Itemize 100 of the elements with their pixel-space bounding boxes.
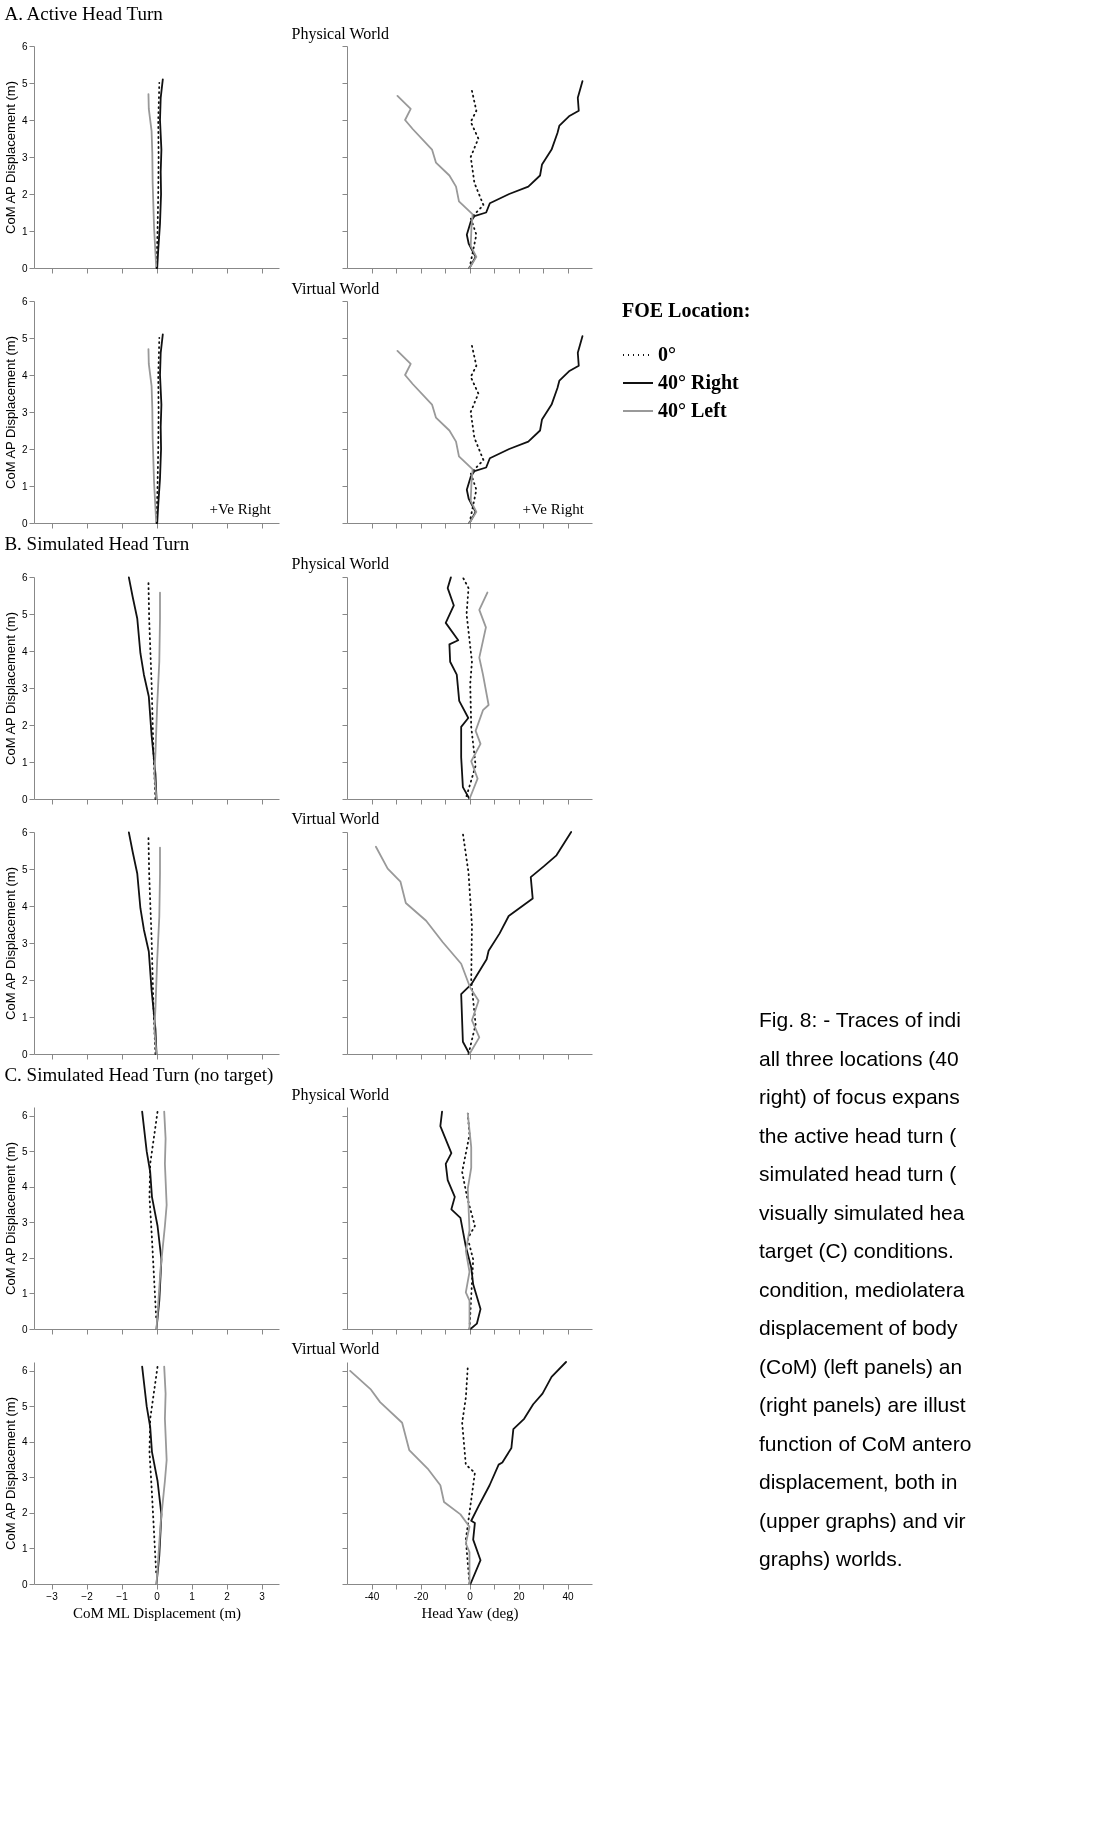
line-series [147,93,158,268]
y-axis-title: CoM AP Displacement (m) [2,1142,18,1295]
text: visually simulated hea [759,1200,965,1224]
y-tick-label: 4 [21,645,28,657]
x-tick-label: −1 [116,1590,129,1602]
x-axis-title: CoM ML Displacement (m) [72,1604,242,1622]
text: function of CoM antero [759,1431,972,1455]
y-tick-label: 4 [21,114,28,126]
chart-title: C. Simulated Head Turn (no target) [4,1064,274,1086]
y-axis-title: CoM AP Displacement (m) [2,336,18,489]
y-tick-label: 5 [21,77,28,89]
y-tick-label: 2 [21,1252,28,1264]
chart-title: Physical World [291,24,390,43]
y-axis-title: CoM AP Displacement (m) [2,867,18,1020]
y-tick-label: 2 [21,443,28,455]
line-series [147,348,158,523]
y-tick-label: 1 [21,480,28,492]
text: displacement of body [759,1316,958,1339]
line-series [141,1365,163,1585]
line-series [153,591,161,800]
text: displacement, both in [759,1470,958,1493]
x-tick-label: −3 [46,1590,59,1602]
x-tick-label: -40 [364,1590,380,1602]
line-series [155,1365,168,1585]
y-tick-label: 6 [21,40,28,52]
line-series [153,846,161,1055]
y-tick-label: 6 [21,571,28,583]
text: target (C) conditions. [759,1239,954,1262]
y-tick-label: 0 [21,793,28,805]
y-tick-label: 0 [21,1048,28,1060]
y-axis-title: CoM AP Displacement (m) [2,1397,18,1550]
x-tick-label: −2 [81,1590,94,1602]
y-tick-label: 6 [21,295,28,307]
x-tick-label: 40 [562,1590,574,1602]
y-tick-label: 1 [21,756,28,768]
line-series [141,1110,163,1330]
annotation: +Ve Right [209,501,272,517]
y-tick-label: 5 [21,1145,28,1157]
caption: Fig. 8: - Traces of indi [759,1008,961,1031]
y-axis-title: CoM AP Displacement (m) [2,81,18,234]
y-tick-label: 0 [21,1323,28,1335]
text: simulated head turn ( [759,1162,957,1185]
y-tick-label: 3 [21,937,28,949]
y-tick-label: 4 [21,369,28,381]
y-tick-label: 3 [21,682,28,694]
chart-title: Virtual World [291,279,380,297]
x-tick-label: 0 [467,1590,474,1602]
legend-label: 0° [658,343,676,365]
y-tick-label: 0 [21,262,28,274]
x-tick-label: -20 [413,1590,429,1602]
y-tick-label: 0 [21,517,28,529]
chart-title: Physical World [291,1086,390,1104]
y-tick-label: 5 [21,608,28,620]
y-tick-label: 1 [21,1542,28,1554]
y-tick-label: 3 [21,406,28,418]
x-tick-label: 20 [513,1590,525,1602]
y-tick-label: 3 [21,1216,28,1228]
y-tick-label: 1 [21,1011,28,1023]
legend-label: 40° Left [658,399,727,421]
legend-label: 40° Right [658,371,740,394]
y-tick-label: 3 [21,151,28,163]
y-tick-label: 4 [21,900,28,912]
text: (upper graphs) and vir [759,1508,966,1532]
text: graphs) worlds. [759,1547,903,1570]
x-axis-title: Head Yaw (deg) [421,1604,519,1622]
chart-title: Virtual World [291,1340,380,1358]
annotation: +Ve Right [522,501,585,517]
y-tick-label: 6 [21,826,28,838]
y-tick-label: 1 [21,225,28,237]
y-tick-label: 5 [21,863,28,875]
x-tick-label: 1 [189,1590,196,1602]
y-tick-label: 3 [21,1471,28,1483]
y-tick-label: 6 [21,1110,28,1122]
text: right) of focus expans [759,1085,960,1108]
y-axis-title: CoM AP Displacement (m) [2,612,18,765]
y-tick-label: 5 [21,332,28,344]
chart-title: Virtual World [291,810,380,828]
text: (right panels) are illust [759,1393,966,1416]
text: (CoM) (left panels) an [759,1354,963,1378]
line-series [155,1110,168,1330]
x-tick-label: 0 [154,1590,161,1602]
y-tick-label: 6 [21,1365,28,1377]
legend-title: FOE Location: [622,299,751,321]
y-tick-label: 2 [21,1507,28,1519]
y-tick-label: 2 [21,188,28,200]
x-tick-label: 3 [259,1590,266,1602]
y-tick-label: 1 [21,1287,28,1299]
text: the active head turn ( [759,1123,957,1147]
x-tick-label: 2 [224,1590,231,1602]
chart-title: B. Simulated Head Turn [4,533,190,555]
y-tick-label: 2 [21,974,28,986]
y-tick-label: 5 [21,1400,28,1412]
y-tick-label: 0 [21,1578,28,1590]
text: all three locations (40 [759,1046,959,1070]
y-tick-label: 4 [21,1436,28,1448]
text: condition, mediolatera [759,1277,965,1301]
y-tick-label: 2 [21,719,28,731]
y-tick-label: 4 [21,1181,28,1193]
chart-title: Physical World [291,555,390,574]
chart-title: A. Active Head Turn [4,2,164,24]
